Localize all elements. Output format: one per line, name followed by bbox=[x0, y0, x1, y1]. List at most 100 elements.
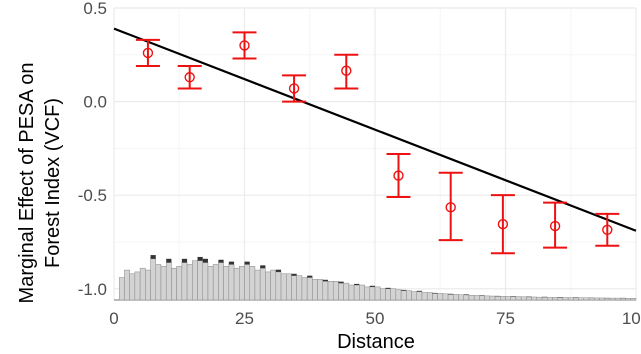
histogram-bar bbox=[583, 297, 590, 301]
histogram-bar bbox=[312, 279, 318, 301]
histogram-bar bbox=[291, 275, 297, 301]
histogram-bar bbox=[223, 266, 230, 301]
histogram-bar bbox=[552, 297, 558, 301]
histogram-bar bbox=[385, 288, 391, 301]
histogram-bar bbox=[541, 296, 548, 301]
histogram-bar bbox=[620, 297, 626, 301]
y-axis-title-line-2: Forest Index (VCF) bbox=[42, 98, 64, 268]
error-bars bbox=[135, 31, 620, 255]
histogram-bar bbox=[437, 293, 444, 301]
histogram-bar bbox=[150, 258, 157, 301]
histogram-bar bbox=[286, 273, 292, 301]
histogram-bar-cap bbox=[197, 256, 203, 261]
histogram-bar bbox=[625, 298, 632, 301]
histogram-bar-cap bbox=[354, 283, 360, 286]
fit-line bbox=[113, 27, 637, 232]
histogram-bar-cap bbox=[218, 259, 224, 263]
histogram-bar bbox=[176, 266, 183, 301]
histogram-bar bbox=[400, 290, 407, 301]
histogram-bar bbox=[239, 266, 245, 301]
histogram-bar bbox=[515, 296, 522, 301]
histogram-bar bbox=[353, 284, 360, 301]
y-tick-label: -0.5 bbox=[78, 186, 107, 205]
histogram-bar bbox=[139, 267, 146, 301]
histogram-bar bbox=[614, 297, 621, 301]
histogram-bar-cap bbox=[401, 289, 407, 291]
histogram-bar bbox=[557, 297, 564, 301]
histogram-bar bbox=[609, 297, 616, 301]
histogram-bar bbox=[599, 297, 605, 301]
histogram-bar bbox=[348, 284, 355, 301]
histogram-bar-cap bbox=[385, 287, 391, 289]
histogram-bar-cap bbox=[416, 290, 422, 292]
y-axis-title: Marginal Effect of PESA on Forest Index … bbox=[16, 63, 64, 304]
point-estimate bbox=[341, 65, 352, 76]
histogram-bar bbox=[390, 288, 397, 301]
histogram-bar bbox=[458, 294, 464, 301]
x-tick-labels: 0 25 50 75 100 bbox=[109, 309, 641, 328]
histogram-bar-cap bbox=[260, 265, 266, 269]
histogram-bar bbox=[395, 289, 402, 301]
histogram-bar bbox=[536, 296, 543, 301]
histogram-bars bbox=[114, 255, 637, 301]
x-tick-label: 0 bbox=[109, 309, 118, 328]
histogram-bar bbox=[573, 297, 579, 301]
histogram-bar bbox=[301, 277, 308, 301]
histogram-bar bbox=[145, 269, 151, 301]
histogram-bar bbox=[332, 281, 339, 301]
histogram-bar-cap bbox=[228, 261, 235, 265]
histogram-bar bbox=[510, 296, 517, 301]
histogram-bar bbox=[562, 297, 569, 301]
histogram-bar bbox=[520, 296, 527, 301]
histogram-bar bbox=[192, 260, 198, 301]
histogram-bar bbox=[186, 264, 193, 301]
x-tick-label: 75 bbox=[496, 309, 515, 328]
histogram-bar bbox=[197, 260, 203, 301]
histogram-bar bbox=[171, 267, 177, 301]
histogram-bar bbox=[588, 297, 595, 301]
y-tick-label: -1.0 bbox=[78, 280, 107, 299]
histogram-bar bbox=[296, 275, 303, 301]
x-tick-label: 100 bbox=[622, 309, 641, 328]
histogram-bar bbox=[447, 294, 454, 301]
grid-lines bbox=[113, 7, 637, 300]
histogram-bar bbox=[254, 269, 261, 301]
histogram-bar bbox=[259, 267, 266, 301]
y-tick-label: 0.5 bbox=[83, 0, 107, 18]
y-axis-title-line-1: Marginal Effect of PESA on bbox=[16, 63, 38, 304]
histogram-bar-cap bbox=[150, 255, 156, 259]
point-estimate bbox=[497, 218, 509, 230]
histogram-bar bbox=[468, 295, 475, 301]
histogram-bar bbox=[202, 262, 209, 301]
histogram-bar-cap bbox=[202, 258, 208, 263]
y-tick-labels: -1.0 -0.5 0.0 0.5 bbox=[78, 0, 107, 299]
histogram-bar bbox=[134, 271, 141, 301]
histogram-bar bbox=[479, 295, 485, 301]
histogram-bar bbox=[327, 281, 334, 301]
histogram-bar bbox=[244, 264, 250, 301]
histogram-bar bbox=[416, 291, 423, 301]
histogram-bar bbox=[369, 286, 376, 301]
histogram-bar-cap bbox=[291, 273, 297, 276]
histogram-bar bbox=[604, 297, 611, 301]
histogram-bar bbox=[432, 293, 438, 301]
histogram-bar bbox=[374, 286, 381, 301]
histogram-bar-cap bbox=[448, 293, 454, 295]
histogram-bar bbox=[124, 269, 130, 301]
histogram-bar bbox=[406, 290, 412, 301]
histogram-bar bbox=[306, 277, 313, 301]
histogram-bar bbox=[567, 297, 574, 301]
point-estimate bbox=[288, 83, 300, 94]
histogram-bar bbox=[593, 297, 600, 301]
histogram-bar bbox=[453, 294, 459, 301]
point-estimate bbox=[239, 40, 250, 51]
histogram-bar bbox=[165, 262, 172, 301]
histogram-bar-cap bbox=[338, 281, 344, 284]
histogram-bar bbox=[473, 295, 480, 301]
histogram-bar bbox=[426, 292, 433, 301]
histogram-bar bbox=[630, 298, 637, 301]
histogram-bar bbox=[531, 296, 538, 301]
x-tick-label: 50 bbox=[366, 309, 385, 328]
histogram-bar-cap bbox=[244, 261, 250, 265]
